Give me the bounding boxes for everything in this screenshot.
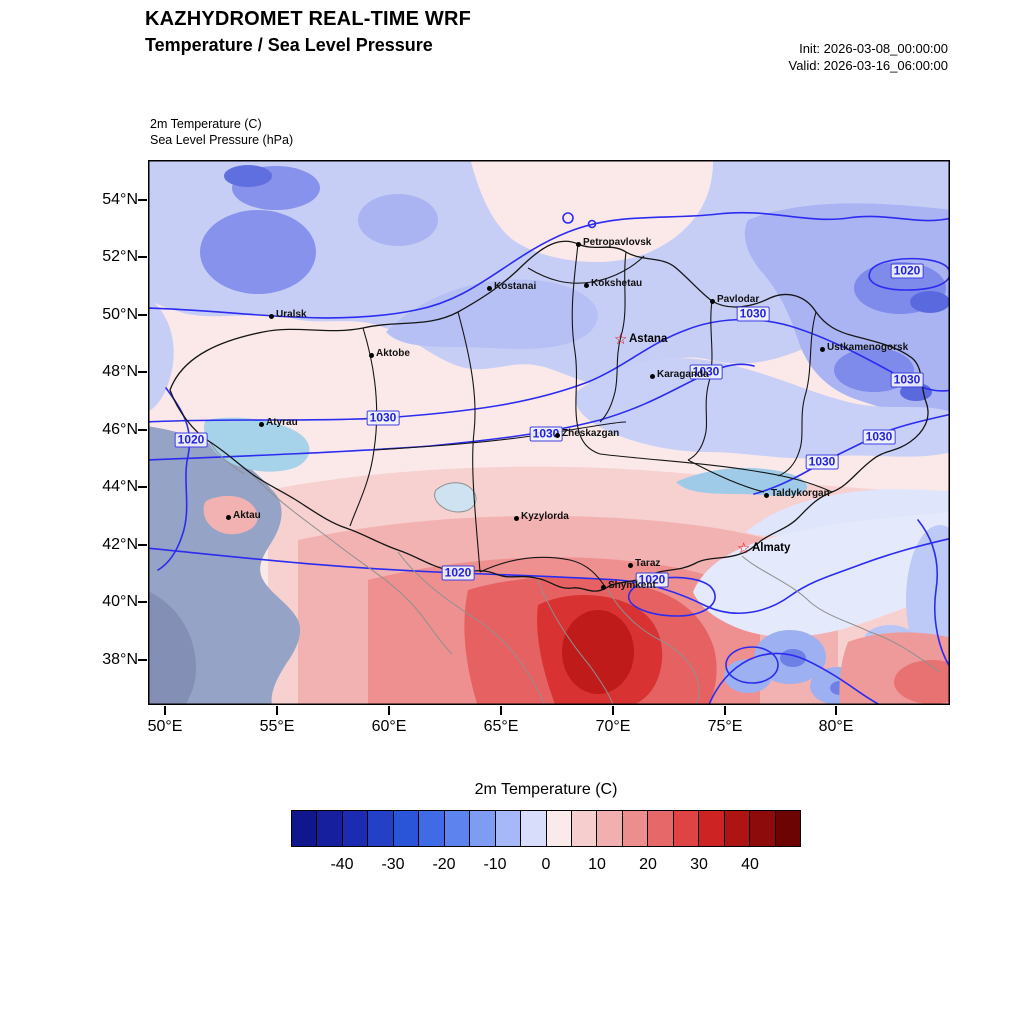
lon-tick-label: 50°E [147, 718, 183, 735]
lon-tick-label: 60°E [371, 718, 407, 735]
colorbar-tick-label: 20 [639, 856, 657, 873]
colorbar-tick-label: -30 [381, 856, 405, 873]
lat-tick-mark [138, 314, 147, 316]
colorbar-cell [750, 811, 776, 846]
lat-tick-label: 44°N [102, 478, 138, 495]
colorbar-cell [470, 811, 496, 846]
weather-map: 1020 1030 1030 1030 1030 1030 1030 1020 1030 1020… [138, 160, 950, 715]
colorbar-tick-label: 30 [690, 856, 708, 873]
lon-tick-mark [276, 706, 278, 715]
colorbar-cell [292, 811, 318, 846]
lon-tick-mark [164, 706, 166, 715]
field-labels: 2m Temperature (C) Sea Level Pressure (h… [150, 116, 293, 148]
colorbar-cell [724, 811, 751, 846]
kazakhstan-borders [169, 240, 929, 592]
colorbar-cell [342, 811, 369, 846]
lat-tick-mark [138, 486, 147, 488]
colorbar-tick-label: 0 [541, 856, 551, 873]
colorbar-cell [419, 811, 445, 846]
lat-tick-label: 52°N [102, 248, 138, 265]
foreign-borders [209, 441, 941, 705]
map-canvas [148, 160, 950, 705]
colorbar-tick-label: -40 [330, 856, 354, 873]
colorbar-tick-label: 40 [741, 856, 759, 873]
map-border [148, 160, 950, 705]
colorbar-cell [622, 811, 649, 846]
valid-time: Valid: 2026-03-16_06:00:00 [788, 58, 949, 73]
temperature-colorbar [291, 810, 801, 847]
page-title: KAZHYDROMET REAL-TIME WRF [145, 8, 472, 30]
init-time: Init: 2026-03-08_00:00:00 [799, 41, 948, 56]
lat-tick-label: 40°N [102, 593, 138, 610]
lon-tick-mark [388, 706, 390, 715]
colorbar-tick-label: -10 [483, 856, 507, 873]
colorbar-cell [699, 811, 725, 846]
lon-tick-label: 70°E [595, 718, 631, 735]
pressure-contours [148, 211, 950, 705]
colorbar-cell [495, 811, 522, 846]
lat-tick-mark [138, 199, 147, 201]
lat-tick-label: 42°N [102, 536, 138, 553]
lat-tick-label: 48°N [102, 363, 138, 380]
colorbar-cell [775, 811, 801, 846]
run-times: Init: 2026-03-08_00:00:00 Valid: 2026-03… [789, 40, 949, 74]
lat-tick-label: 46°N [102, 421, 138, 438]
colorbar-cell [521, 811, 547, 846]
field-label-pressure: Sea Level Pressure (hPa) [150, 133, 294, 147]
colorbar-cell [673, 811, 700, 846]
colorbar-cell [571, 811, 598, 846]
longitude-axis: 50°E 55°E 60°E 65°E 70°E 75°E 80°E [148, 718, 950, 744]
lon-tick-label: 80°E [818, 718, 854, 735]
lat-tick-mark [138, 371, 147, 373]
colorbar-tick-label: -20 [432, 856, 456, 873]
lon-tick-label: 55°E [259, 718, 295, 735]
page-subtitle: Temperature / Sea Level Pressure [145, 35, 433, 55]
lon-tick-mark [500, 706, 502, 715]
colorbar-cell [597, 811, 623, 846]
lat-tick-label: 50°N [102, 306, 138, 323]
colorbar-tick-labels: -40 -30 -20 -10 0 10 20 30 40 [291, 856, 801, 878]
lat-tick-mark [138, 429, 147, 431]
lon-tick-mark [835, 706, 837, 715]
lat-tick-label: 54°N [102, 191, 138, 208]
colorbar-cell [648, 811, 674, 846]
lat-tick-mark [138, 659, 147, 661]
field-label-temperature: 2m Temperature (C) [150, 117, 262, 131]
lon-tick-label: 75°E [707, 718, 743, 735]
colorbar-cell [444, 811, 471, 846]
lat-tick-mark [138, 601, 147, 603]
lat-tick-mark [138, 256, 147, 258]
lat-tick-label: 38°N [102, 651, 138, 668]
lon-tick-mark [612, 706, 614, 715]
colorbar-cell [546, 811, 572, 846]
colorbar-title: 2m Temperature (C) [474, 781, 618, 798]
lon-tick-label: 65°E [483, 718, 519, 735]
colorbar-tick-label: 10 [588, 856, 606, 873]
lon-tick-mark [724, 706, 726, 715]
lat-tick-mark [138, 544, 147, 546]
colorbar-cell [317, 811, 343, 846]
colorbar-cell [368, 811, 394, 846]
colorbar-cell [393, 811, 420, 846]
latitude-axis: 54°N 52°N 50°N 48°N 46°N 44°N 42°N 40°N 38°N [58, 160, 138, 705]
